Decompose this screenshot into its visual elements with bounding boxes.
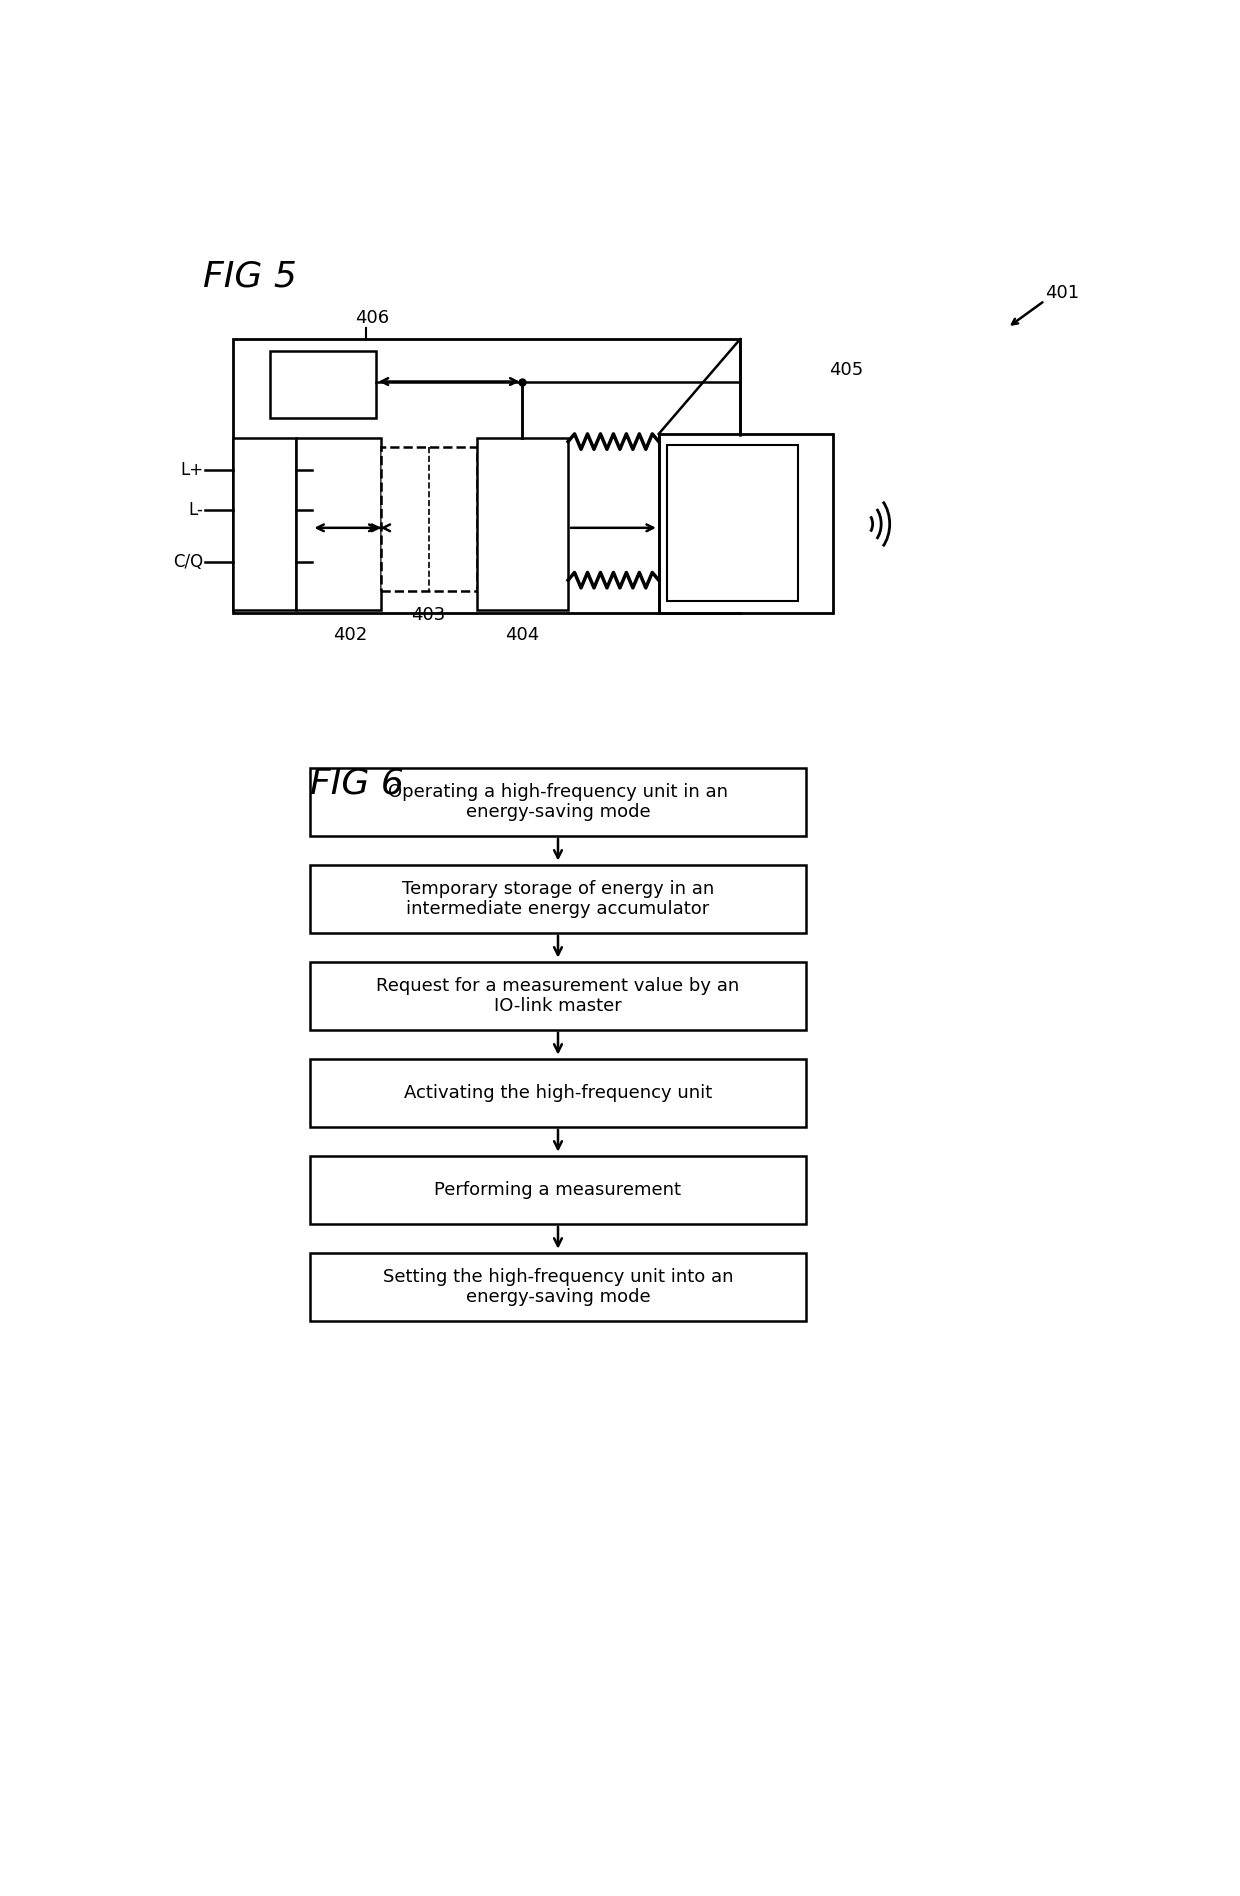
Text: L+: L+ (180, 461, 203, 480)
Text: L-: L- (188, 501, 203, 520)
Bar (658, 434, 833, 612)
Bar (310, 1060, 806, 1126)
Bar (310, 961, 806, 1030)
Bar (476, 438, 568, 611)
Bar (310, 768, 806, 836)
Text: Activating the high-frequency unit: Activating the high-frequency unit (404, 1085, 712, 1102)
Bar (310, 865, 806, 933)
Text: FIG 6: FIG 6 (310, 766, 404, 800)
Text: 404: 404 (505, 626, 539, 643)
Bar (296, 438, 382, 611)
Bar (310, 1157, 806, 1225)
Bar (270, 351, 376, 419)
Text: 402: 402 (334, 626, 367, 643)
Bar (233, 339, 740, 612)
Text: FIG 5: FIG 5 (203, 260, 296, 294)
Bar (233, 438, 296, 611)
Text: 406: 406 (355, 309, 389, 328)
Bar (310, 1253, 806, 1322)
Text: C/Q: C/Q (172, 554, 203, 571)
Text: 403: 403 (412, 607, 445, 624)
Text: Operating a high-frequency unit in an
energy-saving mode: Operating a high-frequency unit in an en… (388, 783, 728, 821)
Text: Temporary storage of energy in an
intermediate energy accumulator: Temporary storage of energy in an interm… (402, 880, 714, 918)
Text: Setting the high-frequency unit into an
energy-saving mode: Setting the high-frequency unit into an … (383, 1268, 733, 1306)
Text: Request for a measurement value by an
IO-link master: Request for a measurement value by an IO… (377, 976, 739, 1016)
Text: Performing a measurement: Performing a measurement (434, 1181, 682, 1198)
Text: 401: 401 (1044, 284, 1079, 301)
Text: 405: 405 (830, 360, 863, 379)
Bar (381, 447, 476, 592)
Bar (667, 446, 799, 601)
